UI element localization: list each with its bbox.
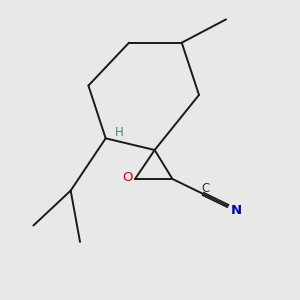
Text: N: N	[231, 203, 242, 217]
Text: O: O	[122, 171, 132, 184]
Text: C: C	[201, 182, 209, 195]
Text: H: H	[115, 126, 124, 139]
